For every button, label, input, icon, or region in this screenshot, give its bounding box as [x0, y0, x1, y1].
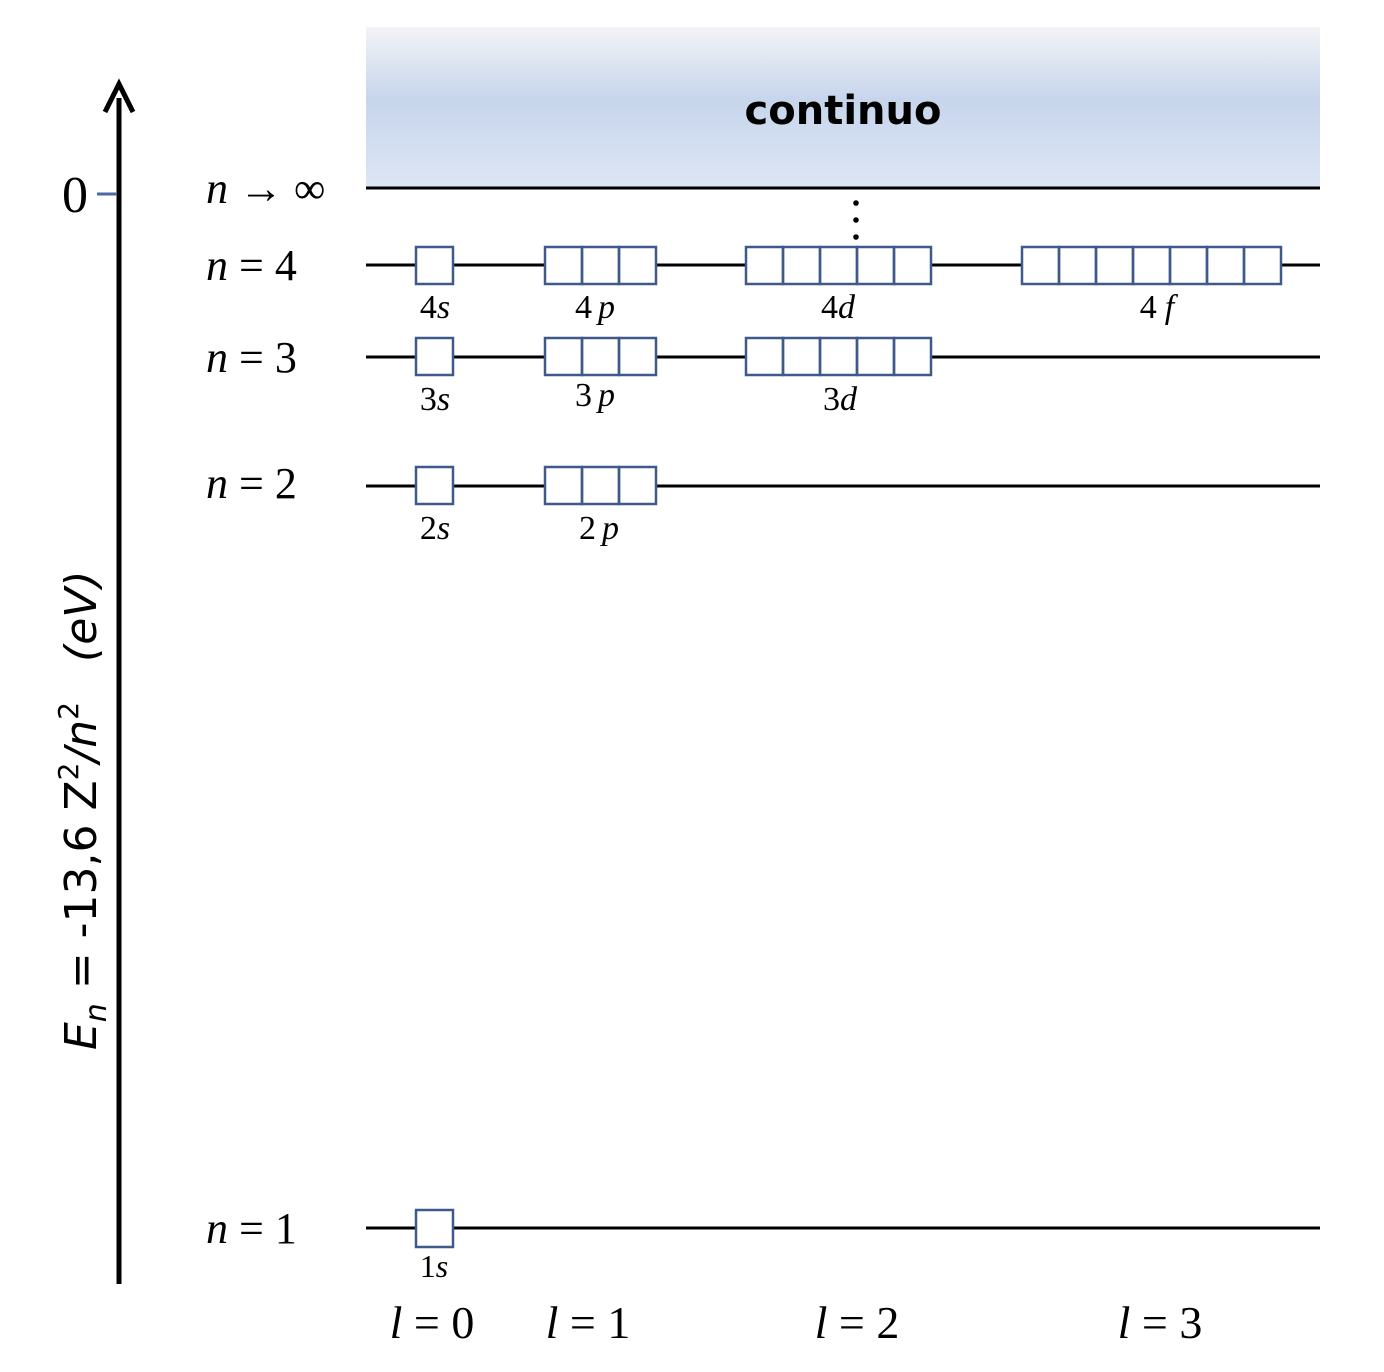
- level-n2: n = 2: [206, 459, 1320, 508]
- orbital-box: [414, 336, 455, 377]
- orbital-box-background: [416, 247, 453, 284]
- level-label: n = 2: [206, 459, 297, 508]
- level-label: n = 1: [206, 1204, 297, 1253]
- continuum-limit-label: n → ∞: [206, 164, 325, 213]
- orbital-box-background: [416, 338, 453, 375]
- orbital-2p: [543, 465, 658, 506]
- zero-tick-label: 0: [62, 167, 88, 224]
- orbital-box-background: [1022, 247, 1281, 284]
- orbital-3d: [744, 336, 933, 377]
- orbital-label-4s: 4s: [420, 289, 450, 326]
- orbital-3p: [543, 336, 658, 377]
- l-label-1: l = 1: [546, 1297, 631, 1348]
- orbital-label-1s: 1s: [420, 1248, 448, 1284]
- orbital-4p: [543, 245, 658, 286]
- orbital-box: [414, 245, 455, 286]
- energy-axis-label: En = -13,6 Z2/n2(eV): [52, 570, 114, 1050]
- orbital-1s: [414, 1208, 455, 1249]
- orbital-label-3d: 3d: [823, 381, 858, 418]
- orbital-box: [892, 245, 933, 286]
- level-label: n = 4: [206, 241, 297, 290]
- orbital-box-background: [416, 467, 453, 504]
- l-label-2: l = 2: [815, 1297, 900, 1348]
- orbital-box: [414, 465, 455, 506]
- orbital-box: [617, 336, 658, 377]
- level-label: n = 3: [206, 333, 297, 382]
- orbital-3s: [414, 336, 455, 377]
- continuum-label: continuo: [745, 88, 942, 134]
- orbital-box: [617, 465, 658, 506]
- orbital-box: [617, 245, 658, 286]
- orbital-label-3s: 3s: [420, 381, 450, 418]
- orbital-box-background: [416, 1210, 453, 1247]
- orbital-2s: [414, 465, 455, 506]
- orbital-box: [892, 336, 933, 377]
- orbital-label-4d: 4d: [821, 289, 856, 326]
- orbital-box-background: [545, 467, 656, 504]
- orbital-box: [414, 1208, 455, 1249]
- orbital-box: [1242, 245, 1283, 286]
- l-label-3: l = 3: [1118, 1297, 1203, 1348]
- orbital-box-background: [746, 338, 931, 375]
- continuum-band: [366, 27, 1320, 188]
- level-n1: n = 1: [206, 1204, 1320, 1253]
- orbital-box-background: [545, 338, 656, 375]
- orbital-box-background: [545, 247, 656, 284]
- l-label-0: l = 0: [390, 1297, 475, 1348]
- orbital-4s: [414, 245, 455, 286]
- orbital-4f: [1020, 245, 1283, 286]
- energy-axis-arrowhead: [102, 78, 136, 114]
- orbital-box-background: [746, 247, 931, 284]
- orbital-label-2s: 2s: [420, 510, 450, 547]
- ellipsis-dots: [853, 200, 859, 240]
- orbital-4d: [744, 245, 933, 286]
